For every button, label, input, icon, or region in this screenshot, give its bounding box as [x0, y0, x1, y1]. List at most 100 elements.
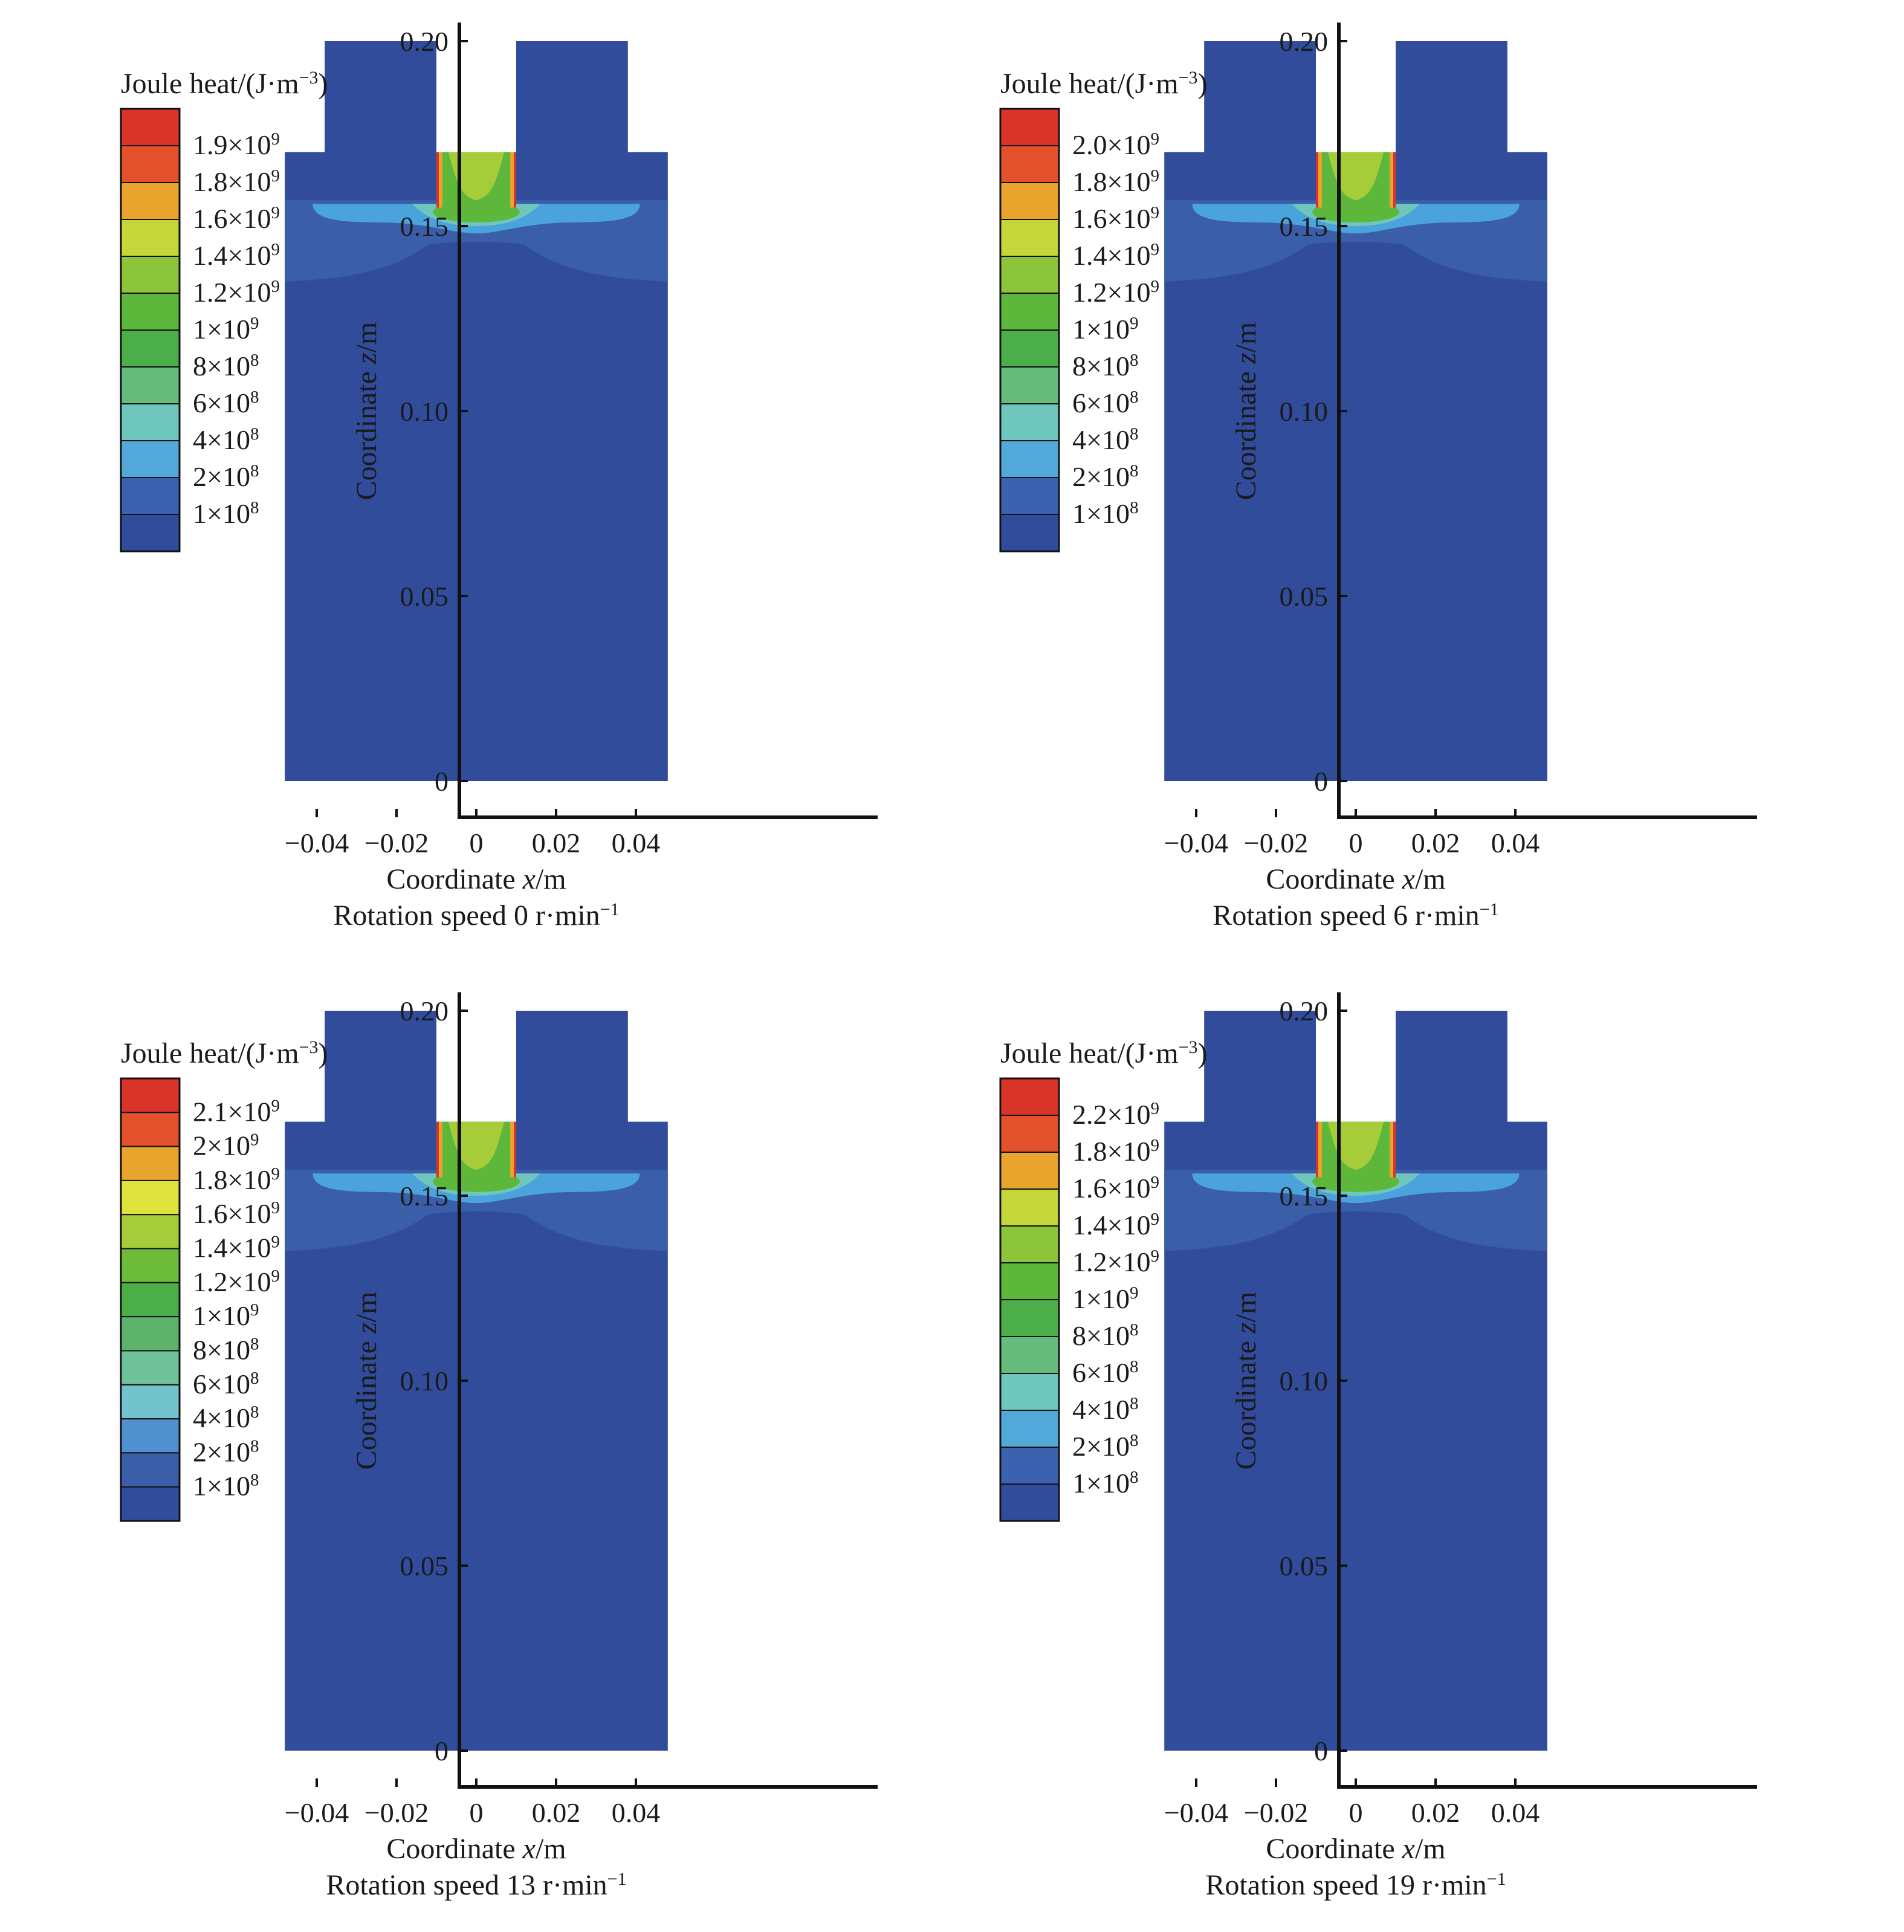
left-electrode: [325, 1011, 436, 1178]
colorbar-level-label: 1.2×109: [193, 1266, 280, 1297]
left-edge-hot: [1316, 1121, 1318, 1178]
right-electrode: [1396, 1011, 1507, 1178]
colorbar-level-label: 2.2×109: [1072, 1099, 1159, 1130]
axes: 0 0.05 0.10 0.15 0.20 −0.04 −0.02 0 0.02 0.04 Coor…: [285, 22, 878, 932]
x-tick-label: 0.02: [1411, 828, 1460, 858]
colorbar-swatch: [1000, 1078, 1060, 1116]
colorbar-swatch: [1000, 219, 1060, 257]
colorbar-level-label: 8×108: [1072, 1320, 1138, 1351]
y-tick-label: 0.15: [400, 1181, 449, 1211]
x-tick-label: 0.04: [612, 1797, 661, 1828]
colorbar-level-label: 8×108: [193, 351, 259, 381]
colorbar-level-label: 1.4×109: [1072, 240, 1159, 271]
chart-panel-1: 0 0.05 0.10 0.15 0.20 −0.04 −0.02 0 0.02 0.04 Coor…: [0, 0, 952, 962]
colorbar-level-label: 1×109: [1072, 1283, 1138, 1314]
x-tick-label: −0.04: [1164, 828, 1228, 858]
colorbar-level-label: 1.9×109: [193, 129, 280, 160]
colorbar-swatch: [120, 1452, 180, 1488]
right-edge-warm: [1390, 1121, 1396, 1178]
colorbar-level-label: 2×108: [193, 1436, 259, 1467]
contour-field: [1164, 41, 1547, 782]
x-tick-label: 0.04: [1491, 828, 1540, 858]
colorbar-level-label: 6×108: [1072, 387, 1138, 418]
y-tick-label: 0.10: [1280, 1366, 1329, 1396]
axes: 0 0.05 0.10 0.15 0.20 −0.04 −0.02 0 0.02 0.04 Coor…: [285, 992, 878, 1901]
colorbar-legend: Joule heat/(J·m−3) 2.2×109 1.8×109 1.6×109 1…: [999, 1037, 1208, 1522]
left-edge-warm: [1316, 152, 1322, 208]
right-edge-warm: [1390, 152, 1396, 208]
colorbar-level-label: 6×108: [193, 1369, 259, 1399]
chart-caption: Rotation speed 19 r·min−1: [1205, 1869, 1506, 1902]
x-tick-label: 0.04: [612, 828, 661, 858]
joule-heat-contour-chart: 0 0.05 0.10 0.15 0.20 −0.04 −0.02 0 0.02 0.04 Coor…: [120, 992, 878, 1901]
colorbar-swatch: [120, 1384, 180, 1420]
colorbar-legend: Joule heat/(J·m−3) 2.0×109 1.8×109 1.6×109 1…: [999, 68, 1208, 553]
left-electrode: [325, 41, 436, 208]
x-axis-label: Coordinate x/m: [1266, 863, 1445, 895]
colorbar-level-label: 1×109: [193, 314, 259, 345]
colorbar-legend: Joule heat/(J·m−3) 1.9×109 1.8×109 1.6×109 1…: [120, 68, 328, 553]
left-electrode: [1204, 41, 1316, 208]
y-tick-label: 0.20: [1280, 26, 1329, 57]
contour-field: [285, 41, 668, 782]
x-axis-label: Coordinate x/m: [386, 863, 566, 895]
colorbar-swatch: [120, 219, 180, 257]
colorbar-swatch: [120, 1316, 180, 1352]
center-warm-zone: [448, 1121, 505, 1170]
colorbar-swatch: [120, 1146, 180, 1181]
colorbar-level-label: 1×109: [193, 1300, 259, 1331]
y-tick-label: 0.10: [400, 1366, 449, 1396]
colorbar-level-label: 1.8×109: [193, 1164, 280, 1195]
chart-panel-4: 0 0.05 0.10 0.15 0.20 −0.04 −0.02 0 0.02 0.04 Coor…: [879, 970, 1831, 1932]
left-edge-warm: [1316, 1121, 1322, 1178]
y-tick-label: 0.20: [400, 26, 449, 57]
joule-heat-contour-chart: 0 0.05 0.10 0.15 0.20 −0.04 −0.02 0 0.02 0.04 Coor…: [999, 992, 1757, 1902]
left-edge-hot: [436, 1121, 439, 1178]
y-axis-label: Coordinate z/m: [351, 322, 383, 501]
right-electrode: [516, 41, 628, 208]
center-warm-zone: [1327, 1121, 1384, 1170]
x-tick-label: 0.04: [1491, 1797, 1540, 1828]
chart-panel-2: 0 0.05 0.10 0.15 0.20 −0.04 −0.02 0 0.02 0.04 Coor…: [879, 0, 1831, 962]
joule-heat-contour-chart: 0 0.05 0.10 0.15 0.20 −0.04 −0.02 0 0.02 0.04 Coor…: [999, 22, 1757, 932]
y-tick-label: 0.05: [1280, 581, 1329, 612]
x-tick-label: 0: [470, 1797, 484, 1828]
colorbar-level-label: 1.2×109: [193, 277, 280, 308]
colorbar-level-label: 4×108: [1072, 424, 1138, 455]
chart-caption: Rotation speed 13 r·min−1: [326, 1869, 626, 1902]
y-tick-label: 0.05: [1280, 1551, 1329, 1581]
x-tick-label: 0: [470, 828, 484, 858]
chart-caption: Rotation speed 0 r·min−1: [333, 900, 619, 932]
x-tick-label: 0: [1349, 1797, 1363, 1828]
colorbar-swatch: [1000, 1152, 1060, 1190]
y-tick-label: 0: [435, 766, 448, 797]
colorbar-title: Joule heat/(J·m−3): [121, 1037, 328, 1070]
colorbar-level-label: 8×108: [1072, 351, 1138, 381]
x-tick-label: −0.04: [285, 1797, 349, 1828]
y-tick-label: 0.10: [1280, 396, 1329, 427]
right-edge-warm: [510, 152, 516, 208]
right-electrode: [516, 1011, 628, 1178]
colorbar-frame: [120, 108, 181, 553]
colorbar-swatch: [120, 1112, 180, 1147]
y-axis-label: Coordinate z/m: [1230, 1292, 1262, 1470]
y-axis-label: Coordinate z/m: [351, 1292, 383, 1470]
colorbar-swatch: [1000, 108, 1060, 146]
colorbar-swatch: [1000, 145, 1060, 183]
left-edge-hot: [436, 152, 439, 208]
center-warm-zone: [448, 152, 505, 201]
colorbar-swatch: [120, 329, 180, 368]
x-tick-label: −0.02: [1244, 1797, 1308, 1828]
colorbar-level-label: 2×108: [1072, 1431, 1138, 1462]
center-warm-zone: [1327, 152, 1384, 201]
colorbar-swatch: [1000, 1188, 1060, 1227]
colorbar-swatch: [120, 1486, 180, 1522]
colorbar-swatch: [1000, 1225, 1060, 1263]
colorbar-swatch: [120, 514, 180, 552]
colorbar-level-label: 2×108: [193, 461, 259, 492]
colorbar-level-label: 1.4×109: [1072, 1210, 1159, 1240]
y-tick-label: 0: [1314, 1736, 1328, 1766]
y-tick-label: 0.10: [400, 396, 449, 427]
colorbar-level-label: 4×108: [193, 1402, 259, 1433]
axes: 0 0.05 0.10 0.15 0.20 −0.04 −0.02 0 0.02 0.04 Coor…: [1164, 22, 1757, 932]
